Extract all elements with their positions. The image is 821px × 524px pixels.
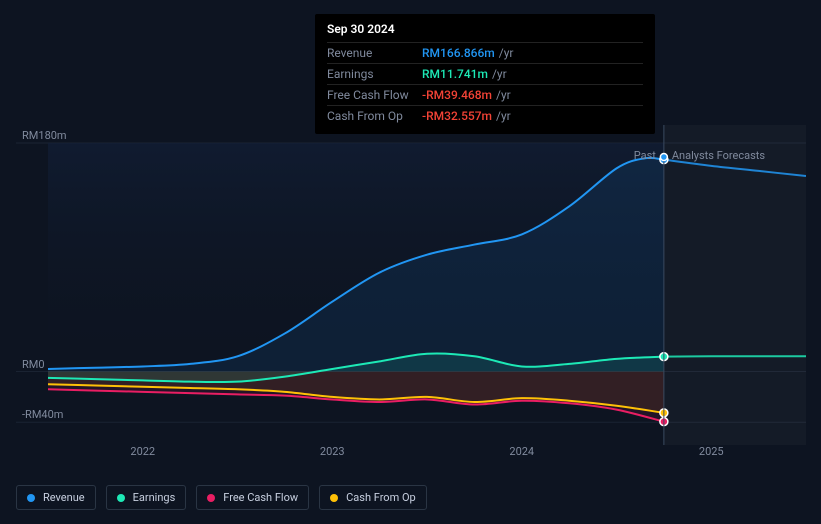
legend-label: Earnings	[133, 491, 176, 504]
tooltip-row: RevenueRM166.866m/yr	[327, 42, 643, 63]
tooltip-metric-value: -RM32.557m	[422, 109, 492, 123]
forecast-label: Analysts Forecasts	[672, 149, 765, 162]
tooltip-date: Sep 30 2024	[327, 22, 643, 42]
tooltip-metric-unit: /yr	[496, 88, 511, 102]
legend-dot-icon	[207, 494, 215, 502]
tooltip-metric-label: Cash From Op	[327, 109, 422, 123]
tooltip-metric-value: RM11.741m	[422, 67, 488, 81]
tooltip-metric-unit: /yr	[496, 109, 511, 123]
legend-item-free-cash-flow[interactable]: Free Cash Flow	[196, 485, 309, 510]
legend-label: Cash From Op	[346, 491, 416, 504]
tooltip-metric-unit: /yr	[492, 67, 507, 81]
tooltip-metric-label: Revenue	[327, 46, 422, 60]
legend-item-earnings[interactable]: Earnings	[106, 485, 187, 510]
x-axis-label: 2025	[699, 445, 724, 458]
tooltip-metric-value: RM166.866m	[422, 46, 495, 60]
x-axis-label: 2022	[130, 445, 155, 458]
legend-label: Revenue	[43, 491, 85, 504]
chart-legend: Revenue Earnings Free Cash Flow Cash From O…	[16, 485, 427, 510]
legend-item-cash-from-op[interactable]: Cash From Op	[319, 485, 427, 510]
tooltip-metric-unit: /yr	[499, 46, 514, 60]
tooltip-row: EarningsRM11.741m/yr	[327, 63, 643, 84]
tooltip-row: Cash From Op-RM32.557m/yr	[327, 105, 643, 126]
x-axis-label: 2024	[509, 445, 534, 458]
y-axis-label: RM180m	[22, 129, 67, 142]
tooltip-row: Free Cash Flow-RM39.468m/yr	[327, 84, 643, 105]
tooltip-metric-label: Earnings	[327, 67, 422, 81]
tooltip-metric-value: -RM39.468m	[422, 88, 492, 102]
financials-chart[interactable]: RM180mRM0-RM40m 2022202320242025 PastAna…	[16, 125, 806, 445]
past-label: Past	[634, 149, 656, 162]
legend-dot-icon	[117, 494, 125, 502]
y-axis-label: -RM40m	[22, 408, 63, 421]
x-axis-label: 2023	[320, 445, 345, 458]
legend-dot-icon	[330, 494, 338, 502]
tooltip-metric-label: Free Cash Flow	[327, 88, 422, 102]
y-axis-label: RM0	[22, 358, 45, 371]
chart-tooltip: Sep 30 2024 RevenueRM166.866m/yrEarnings…	[315, 14, 655, 134]
legend-item-revenue[interactable]: Revenue	[16, 485, 96, 510]
legend-label: Free Cash Flow	[223, 491, 298, 504]
legend-dot-icon	[27, 494, 35, 502]
